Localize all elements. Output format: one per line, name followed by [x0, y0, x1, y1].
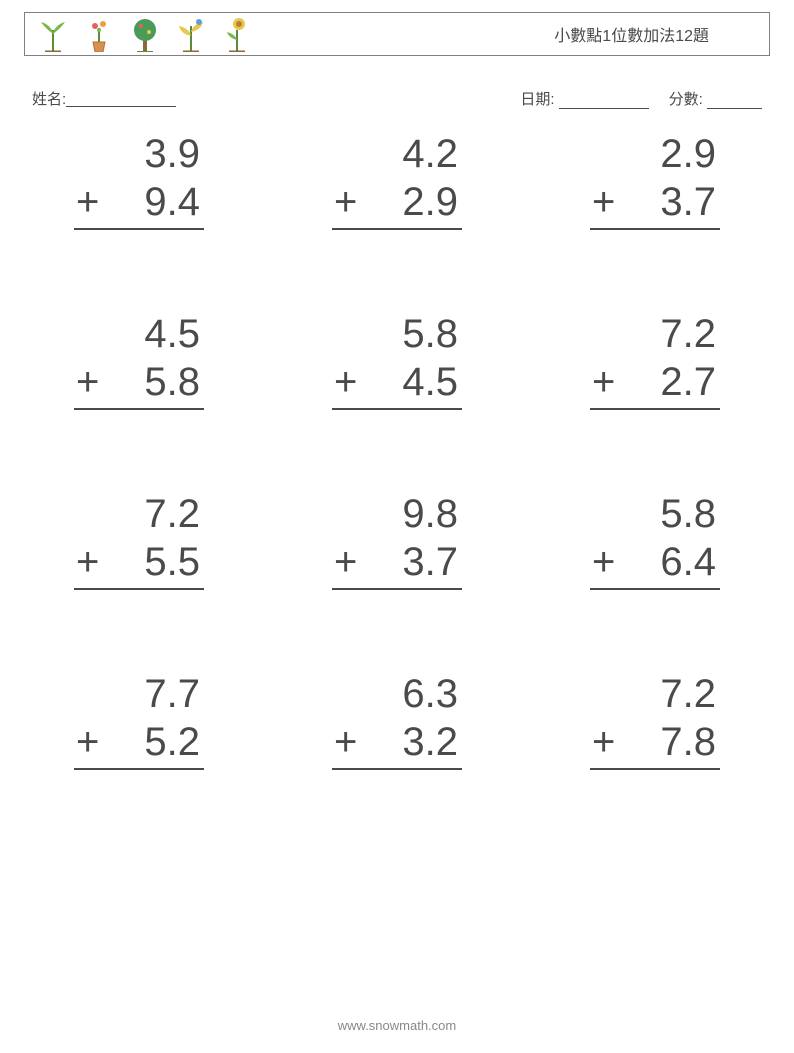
problem: 4.5+5.8 — [74, 310, 204, 410]
problem-addend-top: 5.8 — [660, 490, 720, 538]
header-box: 小數點1位數加法12題 — [24, 12, 770, 56]
problem-bottom-row: +4.5 — [332, 358, 462, 410]
header-icons — [35, 16, 255, 52]
problem-addend-bottom: 2.7 — [660, 358, 720, 406]
tree-icon — [127, 16, 163, 52]
problem: 2.9+3.7 — [590, 130, 720, 230]
problem: 4.2+2.9 — [332, 130, 462, 230]
problem-addend-bottom: 5.5 — [144, 538, 204, 586]
date-label: 日期: — [520, 91, 554, 108]
problem-operator: + — [590, 538, 615, 586]
problem-addend-top: 4.5 — [144, 310, 204, 358]
problem-addend-bottom: 9.4 — [144, 178, 204, 226]
problem-bottom-row: +9.4 — [74, 178, 204, 230]
problem-addend-top: 2.9 — [660, 130, 720, 178]
problem-bottom-row: +6.4 — [590, 538, 720, 590]
problem-addend-top: 7.2 — [660, 310, 720, 358]
problem-addend-top: 6.3 — [402, 670, 462, 718]
leaf-sprout-icon — [173, 16, 209, 52]
problem-addend-bottom: 2.9 — [402, 178, 462, 226]
date-field: 日期: — [520, 88, 648, 109]
problem-bottom-row: +5.5 — [74, 538, 204, 590]
problem-bottom-row: +5.2 — [74, 718, 204, 770]
problem-bottom-row: +2.7 — [590, 358, 720, 410]
problem-addend-bottom: 4.5 — [402, 358, 462, 406]
problem-operator: + — [332, 178, 357, 226]
score-blank[interactable] — [707, 93, 762, 109]
footer-url: www.snowmath.com — [0, 1018, 794, 1033]
sprout-icon — [35, 16, 71, 52]
problem-addend-bottom: 3.2 — [402, 718, 462, 766]
problem: 5.8+6.4 — [590, 490, 720, 590]
problem-addend-bottom: 5.2 — [144, 718, 204, 766]
problem-bottom-row: +5.8 — [74, 358, 204, 410]
problem-operator: + — [74, 538, 99, 586]
problem-operator: + — [74, 718, 99, 766]
problem-addend-bottom: 3.7 — [402, 538, 462, 586]
problem-bottom-row: +3.7 — [332, 538, 462, 590]
problem-addend-top: 7.7 — [144, 670, 204, 718]
name-label: 姓名: — [32, 88, 66, 109]
problem-addend-bottom: 6.4 — [660, 538, 720, 586]
problem: 9.8+3.7 — [332, 490, 462, 590]
flower-pot-icon — [81, 16, 117, 52]
problem: 7.2+5.5 — [74, 490, 204, 590]
problem-addend-top: 4.2 — [402, 130, 462, 178]
problem-addend-top: 7.2 — [660, 670, 720, 718]
problem-addend-top: 3.9 — [144, 130, 204, 178]
problem-operator: + — [74, 178, 99, 226]
problem-bottom-row: +2.9 — [332, 178, 462, 230]
problem-addend-bottom: 5.8 — [144, 358, 204, 406]
problem-operator: + — [332, 718, 357, 766]
name-field: 姓名: — [32, 88, 176, 109]
problem: 3.9+9.4 — [74, 130, 204, 230]
problem-addend-top: 9.8 — [402, 490, 462, 538]
problem-addend-top: 5.8 — [402, 310, 462, 358]
date-blank[interactable] — [559, 93, 649, 109]
problem-operator: + — [590, 718, 615, 766]
problem-operator: + — [590, 358, 615, 406]
problem-bottom-row: +3.7 — [590, 178, 720, 230]
problem: 7.2+2.7 — [590, 310, 720, 410]
problem-operator: + — [74, 358, 99, 406]
problem-addend-bottom: 7.8 — [660, 718, 720, 766]
sunflower-icon — [219, 16, 255, 52]
problem: 7.7+5.2 — [74, 670, 204, 770]
problem-addend-bottom: 3.7 — [660, 178, 720, 226]
problems-grid: 3.9+9.44.2+2.92.9+3.74.5+5.85.8+4.57.2+2… — [60, 130, 734, 770]
problem-operator: + — [590, 178, 615, 226]
problem: 6.3+3.2 — [332, 670, 462, 770]
score-label: 分數: — [669, 91, 703, 108]
problem-bottom-row: +7.8 — [590, 718, 720, 770]
score-field: 分數: — [669, 88, 762, 109]
problem: 5.8+4.5 — [332, 310, 462, 410]
problem-operator: + — [332, 358, 357, 406]
name-blank[interactable] — [66, 91, 176, 107]
problem: 7.2+7.8 — [590, 670, 720, 770]
problem-operator: + — [332, 538, 357, 586]
worksheet-title: 小數點1位數加法12題 — [554, 22, 709, 46]
info-row: 姓名: 日期: 分數: — [32, 88, 762, 109]
problem-addend-top: 7.2 — [144, 490, 204, 538]
problem-bottom-row: +3.2 — [332, 718, 462, 770]
